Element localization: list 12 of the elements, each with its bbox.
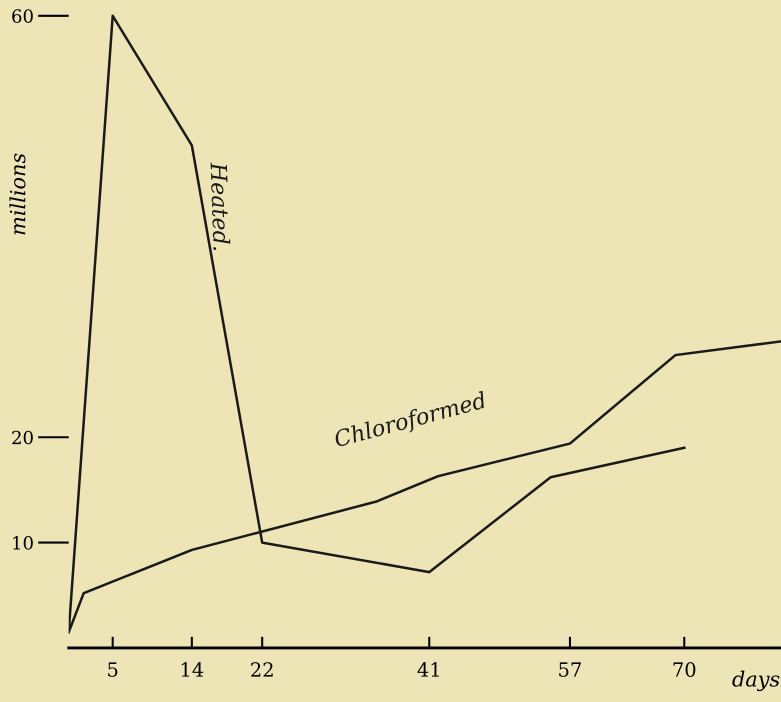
x-tick-label: 22 <box>251 662 273 677</box>
x-tick-label: 57 <box>559 662 581 677</box>
y-tick-label: 60 <box>12 9 33 23</box>
x-tick-label: 70 <box>674 662 696 677</box>
x-axis-title: days <box>732 670 780 692</box>
text: Heated. <box>210 162 231 250</box>
x-tick-label: 5 <box>108 662 118 677</box>
x-tick-label: 14 <box>182 662 204 677</box>
x-tick-label: 41 <box>417 662 439 677</box>
y-tick-label: 10 <box>13 536 33 550</box>
y-axis-title: millions <box>9 154 26 234</box>
y-tick-label: 20 <box>12 430 33 444</box>
